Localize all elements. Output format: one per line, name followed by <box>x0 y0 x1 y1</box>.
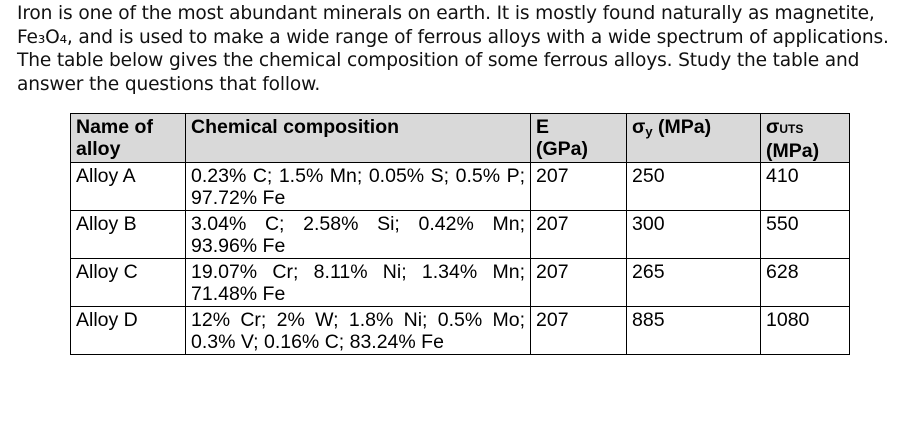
alloy-composition-table: Name of alloy Chemical composition E (GP… <box>70 113 850 355</box>
table-row: Alloy D 12% Cr; 2% W; 1.8% Ni; 0.5% Mo; … <box>70 306 850 355</box>
intro-line: answer the questions that follow. <box>17 73 321 95</box>
cell-sy: 885 <box>626 306 761 355</box>
header-ultimate-tensile-stress: σUTS (MPa) <box>760 113 850 163</box>
header-chemical-composition: Chemical composition <box>185 113 531 163</box>
cell-alloy-name: Alloy A <box>70 162 186 211</box>
table-row: Alloy C 19.07% Cr; 8.11% Ni; 1.34% Mn; 7… <box>70 258 850 307</box>
header-suts-subscript: UTS <box>779 122 804 136</box>
cell-composition: 19.07% Cr; 8.11% Ni; 1.34% Mn; 71.48% Fe <box>185 258 531 307</box>
header-sy-subscript: y <box>645 124 653 139</box>
cell-suts: 550 <box>760 210 850 259</box>
table-header-row: Name of alloy Chemical composition E (GP… <box>70 113 850 163</box>
cell-alloy-name: Alloy C <box>70 258 186 307</box>
header-e-symbol: E <box>536 116 550 138</box>
cell-suts: 410 <box>760 162 850 211</box>
cell-sy: 300 <box>626 210 761 259</box>
cell-e: 207 <box>530 162 627 211</box>
cell-composition: 0.23% C; 1.5% Mn; 0.05% S; 0.5% P; 97.72… <box>185 162 531 211</box>
header-youngs-modulus: E (GPa) <box>530 113 627 163</box>
cell-suts: 1080 <box>760 306 850 355</box>
intro-line: Iron is one of the most abundant mineral… <box>17 3 875 24</box>
header-sy-unit: (MPa) <box>658 116 712 138</box>
intro-line: The table below gives the chemical compo… <box>17 50 860 71</box>
cell-suts: 628 <box>760 258 850 307</box>
header-yield-stress: σy (MPa) <box>626 113 761 163</box>
table-row: Alloy B 3.04% C; 2.58% Si; 0.42% Mn; 93.… <box>70 210 850 259</box>
table-row: Alloy A 0.23% C; 1.5% Mn; 0.05% S; 0.5% … <box>70 162 850 211</box>
header-suts-unit: (MPa) <box>766 140 820 162</box>
cell-sy: 250 <box>626 162 761 211</box>
intro-line: Fe₃O₄, and is used to make a wide range … <box>17 26 889 48</box>
cell-alloy-name: Alloy B <box>70 210 186 259</box>
header-suts-symbol: σ <box>766 116 780 138</box>
cell-alloy-name: Alloy D <box>70 306 186 355</box>
cell-e: 207 <box>530 306 627 355</box>
cell-composition: 3.04% C; 2.58% Si; 0.42% Mn; 93.96% Fe <box>185 210 531 259</box>
cell-sy: 265 <box>626 258 761 307</box>
header-e-unit: (GPa) <box>536 138 589 160</box>
cell-e: 207 <box>530 210 627 259</box>
header-alloy-name: Name of alloy <box>70 113 186 163</box>
header-sy-symbol: σ <box>632 116 646 138</box>
cell-composition: 12% Cr; 2% W; 1.8% Ni; 0.5% Mo; 0.3% V; … <box>185 306 531 355</box>
intro-paragraph: Iron is one of the most abundant mineral… <box>17 2 917 96</box>
cell-e: 207 <box>530 258 627 307</box>
